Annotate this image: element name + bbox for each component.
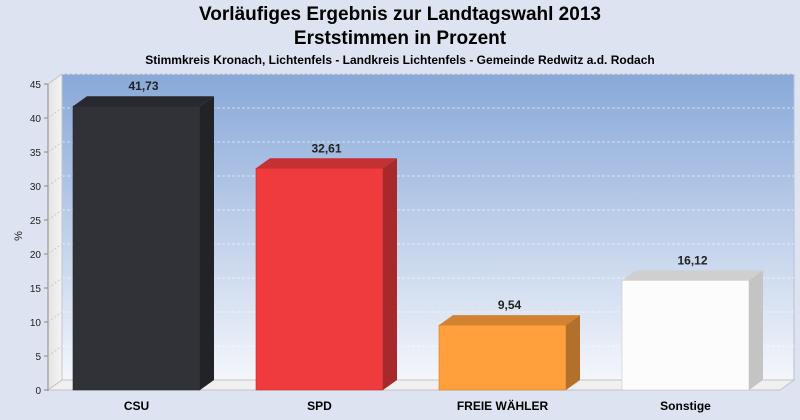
bar [255, 158, 397, 391]
y-tick-label: 25 [30, 216, 42, 227]
y-tick-label: 5 [35, 352, 41, 363]
bar [72, 96, 214, 391]
bar-value-label: 41,73 [128, 79, 158, 93]
bar-top [439, 315, 580, 326]
bar-side [200, 96, 214, 391]
y-tick-label: 35 [30, 148, 42, 159]
y-tick-label: 40 [30, 114, 42, 125]
bar-side [383, 158, 397, 390]
bar-front [255, 167, 384, 391]
gridline-side [47, 141, 63, 153]
gridline-side [47, 175, 63, 187]
y-tick-label: 30 [30, 182, 42, 193]
chart-location: Stimmkreis Kronach, Lichtenfels - Landkr… [145, 53, 655, 67]
bar-value-label: 9,54 [498, 298, 522, 312]
bar [621, 270, 763, 391]
y-tick-label: 15 [30, 284, 42, 295]
bar-top [73, 96, 214, 107]
bar-side [749, 270, 763, 390]
x-tick-label: SPD [307, 399, 332, 413]
gridline-side [47, 209, 63, 221]
bar-top [256, 158, 397, 169]
y-tick-label: 45 [30, 80, 42, 91]
plot-side-wall [47, 73, 63, 391]
y-tick-label: 10 [30, 318, 42, 329]
y-tick-label: 0 [35, 386, 41, 397]
bar-top [622, 270, 763, 281]
gridline-side [47, 73, 63, 85]
x-tick-label: FREIE WÄHLER [457, 398, 549, 413]
y-tick-label: 20 [30, 250, 42, 261]
x-tick-label: Sonstige [660, 399, 711, 413]
bar-front [621, 280, 750, 391]
bar [438, 315, 580, 391]
gridline-side [47, 107, 63, 119]
y-axis-label: % [13, 231, 25, 241]
bar-front [438, 324, 567, 391]
gridline-side [47, 345, 63, 357]
bar-value-label: 32,61 [311, 141, 341, 155]
gridline-side [47, 243, 63, 255]
gridline-side [47, 311, 63, 323]
chart-subtitle: Erststimmen in Prozent [293, 28, 507, 49]
gridline-side [47, 277, 63, 289]
bar-front [72, 105, 201, 391]
chart-title: Vorläufiges Ergebnis zur Landtagswahl 20… [199, 4, 601, 25]
x-tick-label: CSU [124, 399, 149, 413]
bar-side [566, 315, 580, 390]
bar-value-label: 16,12 [677, 253, 707, 267]
